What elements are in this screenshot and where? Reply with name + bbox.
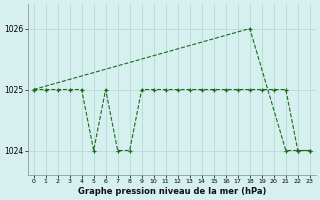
X-axis label: Graphe pression niveau de la mer (hPa): Graphe pression niveau de la mer (hPa) <box>77 187 266 196</box>
